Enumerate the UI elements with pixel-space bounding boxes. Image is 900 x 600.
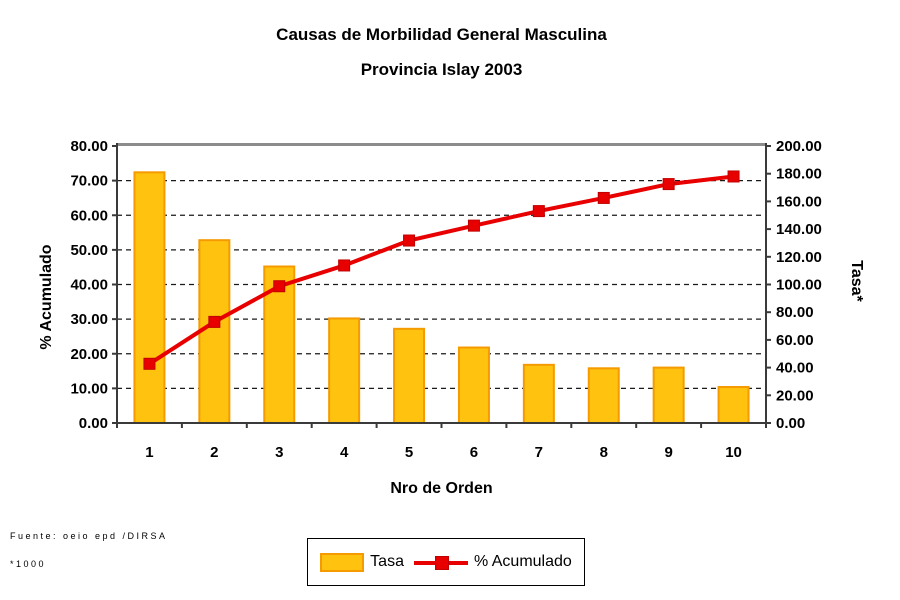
left-tick-label: 70.00 <box>70 173 108 190</box>
bar-7 <box>522 363 555 424</box>
right-tick-label: 140.00 <box>776 221 822 238</box>
left-tick-label: 60.00 <box>70 207 108 224</box>
line-marker-9 <box>662 178 675 191</box>
x-tick-label: 6 <box>470 444 478 461</box>
scale-note: *1000 <box>10 559 47 569</box>
right-tick-label: 80.00 <box>776 304 814 321</box>
x-tick-label: 3 <box>275 444 283 461</box>
line-marker-3 <box>273 280 286 293</box>
bar-6 <box>457 346 490 424</box>
legend-item-tasa: Tasa <box>320 552 404 572</box>
bar-1 <box>133 171 166 424</box>
line-marker-7 <box>532 205 545 218</box>
left-tick-label: 10.00 <box>70 380 108 397</box>
right-tick-label: 120.00 <box>776 249 822 266</box>
right-tick-label: 20.00 <box>776 387 814 404</box>
right-tick-label: 160.00 <box>776 193 822 210</box>
left-tick-label: 30.00 <box>70 311 108 328</box>
plot-area: 0.0010.0020.0030.0040.0050.0060.0070.008… <box>70 138 822 461</box>
line-marker-2 <box>208 315 221 328</box>
line-marker-10 <box>727 170 740 183</box>
legend-label-acumulado: % Acumulado <box>473 553 572 570</box>
x-tick-label: 2 <box>210 444 218 461</box>
line-marker-6 <box>467 219 480 232</box>
left-tick-label: 50.00 <box>70 242 108 259</box>
cumulative-line <box>148 174 734 366</box>
bar-8 <box>587 367 620 425</box>
right-tick-label: 200.00 <box>776 138 822 155</box>
legend-label-tasa: Tasa <box>370 553 404 570</box>
chart-subtitle: Provincia Islay 2003 <box>360 60 523 79</box>
line-marker-4 <box>338 259 351 272</box>
x-tick-label: 4 <box>340 444 349 461</box>
chart-title: Causas de Morbilidad General Masculina <box>276 25 607 44</box>
right-tick-label: 60.00 <box>776 332 814 349</box>
x-tick-label: 10 <box>725 444 742 461</box>
bar-10 <box>717 385 750 424</box>
bar-9 <box>652 366 685 425</box>
x-tick-label: 7 <box>535 444 543 461</box>
left-tick-label: 40.00 <box>70 277 108 294</box>
line-marker-1 <box>143 357 156 370</box>
right-tick-label: 40.00 <box>776 360 814 377</box>
line-marker-8 <box>597 191 610 204</box>
source-note: Fuente: oeio epd /DIRSA <box>10 531 168 541</box>
legend: Tasa % Acumulado <box>307 538 585 586</box>
x-axis-title: Nro de Orden <box>390 480 493 497</box>
bar-swatch-icon <box>320 552 365 572</box>
x-tick-label: 8 <box>600 444 608 461</box>
line-marker-swatch-icon <box>413 556 468 570</box>
left-tick-label: 80.00 <box>70 138 108 155</box>
bar-4 <box>328 317 361 424</box>
line-marker-5 <box>403 234 416 247</box>
bar-3 <box>263 265 296 424</box>
x-tick-label: 9 <box>664 444 672 461</box>
bar-2 <box>198 239 231 424</box>
bar-5 <box>393 327 426 425</box>
left-tick-label: 0.00 <box>79 415 108 432</box>
x-tick-label: 5 <box>405 444 413 461</box>
right-tick-label: 180.00 <box>776 166 822 183</box>
legend-item-acumulado: % Acumulado <box>413 553 572 571</box>
x-tick-label: 1 <box>145 444 153 461</box>
right-tick-label: 0.00 <box>776 415 805 432</box>
left-tick-label: 20.00 <box>70 346 108 363</box>
right-tick-label: 100.00 <box>776 277 822 294</box>
